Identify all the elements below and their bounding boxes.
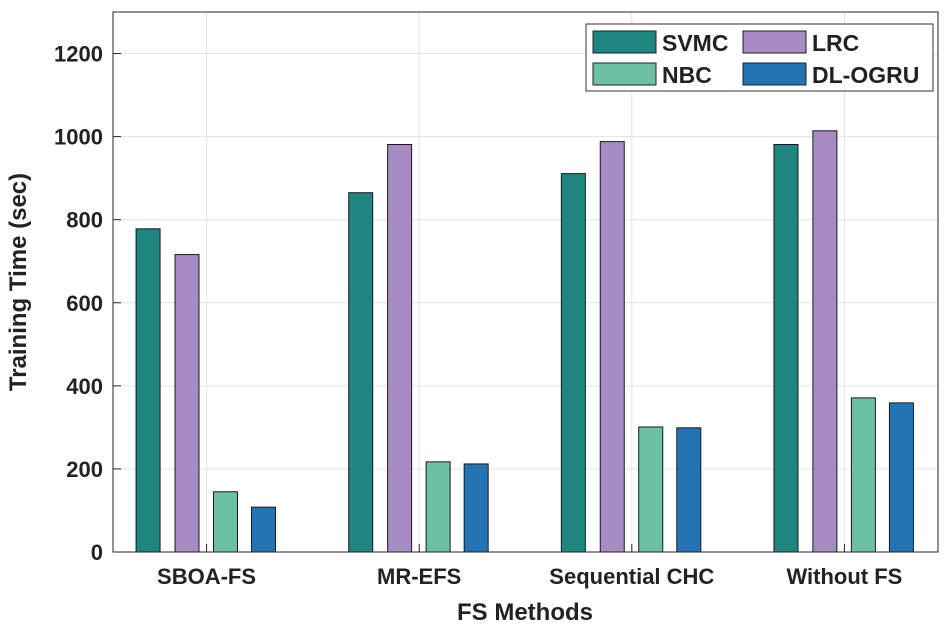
grid-lines [113,12,938,553]
y-tick-label: 600 [66,291,103,316]
bar-nbc-2 [425,461,451,553]
legend-swatch-nbc [592,62,657,86]
legend-swatch-dl-ogru [742,62,807,86]
legend-label-svmc: SVMC [662,30,728,56]
x-tick-label: Without FS [786,564,902,589]
y-axis: 0 200 400 600 800 1000 1200 [54,42,121,565]
bar-svmc-3 [560,173,586,553]
bar-dl-ogru-1 [251,506,277,553]
bar-lrc-2 [387,144,413,553]
bar-svmc-1 [135,228,161,553]
bar-nbc-1 [212,491,238,553]
y-axis-label: Training Time (sec) [5,173,32,391]
legend-label-nbc: NBC [662,62,712,88]
y-tick-label: 1200 [54,42,103,67]
y-tick-label: 200 [66,457,103,482]
x-axis-label: FS Methods [457,599,593,626]
bars [135,130,914,553]
bar-dl-ogru-2 [463,463,489,553]
bar-lrc-1 [174,254,200,553]
legend-label-dl-ogru: DL-OGRU [812,62,919,88]
legend-label-lrc: LRC [812,30,859,56]
bar-dl-ogru-4 [888,402,914,553]
bar-svmc-4 [773,144,799,553]
x-tick-label: MR-EFS [377,564,461,589]
x-tick-label: Sequential CHC [549,564,714,589]
y-tick-label: 1000 [54,125,103,150]
bar-nbc-4 [850,397,876,553]
y-tick-label: 0 [91,540,103,565]
y-tick-label: 400 [66,374,103,399]
bar-dl-ogru-3 [676,427,702,553]
x-axis: SBOA-FS MR-EFS Sequential CHC Without FS [157,544,902,589]
legend: SVMC LRC NBC DL-OGRU [585,23,934,92]
bar-lrc-3 [599,141,625,553]
bar-svmc-2 [348,192,374,553]
legend-swatch-lrc [742,30,807,54]
x-tick-label: SBOA-FS [157,564,256,589]
legend-swatch-svmc [592,30,657,54]
bar-nbc-3 [638,426,664,553]
bar-lrc-4 [812,130,838,553]
y-tick-label: 800 [66,208,103,233]
plot-frame [112,11,939,553]
